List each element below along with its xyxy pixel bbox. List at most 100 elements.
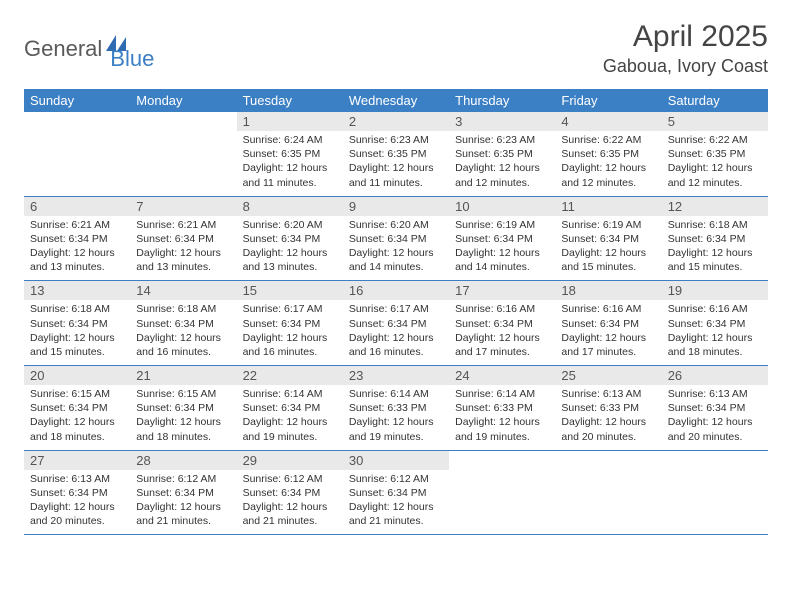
sunrise-text: Sunrise: 6:15 AM: [30, 387, 124, 401]
day-number-row: 13141516171819: [24, 281, 768, 301]
daylight-text: Daylight: 12 hours and 11 minutes.: [349, 161, 443, 189]
day-content-cell: Sunrise: 6:21 AMSunset: 6:34 PMDaylight:…: [24, 216, 130, 281]
sunset-text: Sunset: 6:34 PM: [668, 401, 762, 415]
day-content-cell: Sunrise: 6:23 AMSunset: 6:35 PMDaylight:…: [343, 131, 449, 196]
sunset-text: Sunset: 6:34 PM: [136, 317, 230, 331]
day-content-cell: [130, 131, 236, 196]
day-number-cell: 26: [662, 366, 768, 386]
day-number-cell: 12: [662, 196, 768, 216]
day-number-cell: 15: [237, 281, 343, 301]
sunset-text: Sunset: 6:34 PM: [561, 317, 655, 331]
sunset-text: Sunset: 6:34 PM: [30, 232, 124, 246]
sunset-text: Sunset: 6:35 PM: [243, 147, 337, 161]
day-number-cell: 20: [24, 366, 130, 386]
day-content-cell: [555, 470, 661, 535]
day-number-cell: [130, 112, 236, 131]
day-content-cell: Sunrise: 6:15 AMSunset: 6:34 PMDaylight:…: [130, 385, 236, 450]
day-content-cell: Sunrise: 6:18 AMSunset: 6:34 PMDaylight:…: [24, 300, 130, 365]
sunset-text: Sunset: 6:33 PM: [455, 401, 549, 415]
daylight-text: Daylight: 12 hours and 20 minutes.: [561, 415, 655, 443]
sunset-text: Sunset: 6:35 PM: [455, 147, 549, 161]
sunrise-text: Sunrise: 6:19 AM: [561, 218, 655, 232]
sunset-text: Sunset: 6:34 PM: [349, 232, 443, 246]
daylight-text: Daylight: 12 hours and 21 minutes.: [349, 500, 443, 528]
day-number-cell: 25: [555, 366, 661, 386]
sunrise-text: Sunrise: 6:13 AM: [561, 387, 655, 401]
sunrise-text: Sunrise: 6:17 AM: [349, 302, 443, 316]
day-content-cell: Sunrise: 6:14 AMSunset: 6:33 PMDaylight:…: [449, 385, 555, 450]
weekday-header: Thursday: [449, 89, 555, 112]
sunrise-text: Sunrise: 6:20 AM: [349, 218, 443, 232]
day-content-cell: Sunrise: 6:23 AMSunset: 6:35 PMDaylight:…: [449, 131, 555, 196]
sunset-text: Sunset: 6:34 PM: [349, 317, 443, 331]
sunrise-text: Sunrise: 6:21 AM: [30, 218, 124, 232]
sunset-text: Sunset: 6:34 PM: [136, 401, 230, 415]
daylight-text: Daylight: 12 hours and 21 minutes.: [136, 500, 230, 528]
day-number-row: 20212223242526: [24, 366, 768, 386]
day-number-cell: 21: [130, 366, 236, 386]
sunset-text: Sunset: 6:34 PM: [30, 486, 124, 500]
day-number-cell: 5: [662, 112, 768, 131]
daylight-text: Daylight: 12 hours and 15 minutes.: [668, 246, 762, 274]
sunset-text: Sunset: 6:34 PM: [668, 232, 762, 246]
day-number-cell: 1: [237, 112, 343, 131]
day-number-cell: [662, 450, 768, 470]
day-content-cell: Sunrise: 6:15 AMSunset: 6:34 PMDaylight:…: [24, 385, 130, 450]
sunset-text: Sunset: 6:35 PM: [349, 147, 443, 161]
daylight-text: Daylight: 12 hours and 16 minutes.: [349, 331, 443, 359]
weekday-header: Monday: [130, 89, 236, 112]
page-title: April 2025: [603, 20, 768, 54]
daylight-text: Daylight: 12 hours and 21 minutes.: [243, 500, 337, 528]
sunrise-text: Sunrise: 6:15 AM: [136, 387, 230, 401]
sunrise-text: Sunrise: 6:16 AM: [668, 302, 762, 316]
daylight-text: Daylight: 12 hours and 18 minutes.: [30, 415, 124, 443]
sunrise-text: Sunrise: 6:13 AM: [668, 387, 762, 401]
sunrise-text: Sunrise: 6:13 AM: [30, 472, 124, 486]
day-number-cell: 29: [237, 450, 343, 470]
day-content-cell: Sunrise: 6:12 AMSunset: 6:34 PMDaylight:…: [130, 470, 236, 535]
logo-text-general: General: [24, 36, 102, 62]
day-number-cell: 24: [449, 366, 555, 386]
day-number-cell: 2: [343, 112, 449, 131]
day-number-cell: 3: [449, 112, 555, 131]
day-number-cell: 11: [555, 196, 661, 216]
day-content-cell: Sunrise: 6:14 AMSunset: 6:33 PMDaylight:…: [343, 385, 449, 450]
sunset-text: Sunset: 6:34 PM: [136, 486, 230, 500]
day-content-row: Sunrise: 6:18 AMSunset: 6:34 PMDaylight:…: [24, 300, 768, 365]
day-content-cell: Sunrise: 6:18 AMSunset: 6:34 PMDaylight:…: [662, 216, 768, 281]
daylight-text: Daylight: 12 hours and 19 minutes.: [243, 415, 337, 443]
day-content-row: Sunrise: 6:21 AMSunset: 6:34 PMDaylight:…: [24, 216, 768, 281]
day-content-cell: Sunrise: 6:20 AMSunset: 6:34 PMDaylight:…: [343, 216, 449, 281]
sunset-text: Sunset: 6:34 PM: [30, 401, 124, 415]
sunrise-text: Sunrise: 6:18 AM: [136, 302, 230, 316]
daylight-text: Daylight: 12 hours and 11 minutes.: [243, 161, 337, 189]
day-number-row: 12345: [24, 112, 768, 131]
day-number-cell: [555, 450, 661, 470]
day-number-cell: 4: [555, 112, 661, 131]
day-content-cell: Sunrise: 6:22 AMSunset: 6:35 PMDaylight:…: [662, 131, 768, 196]
day-number-cell: 7: [130, 196, 236, 216]
calendar-table: SundayMondayTuesdayWednesdayThursdayFrid…: [24, 89, 768, 535]
day-content-cell: Sunrise: 6:13 AMSunset: 6:33 PMDaylight:…: [555, 385, 661, 450]
sunset-text: Sunset: 6:33 PM: [349, 401, 443, 415]
sunset-text: Sunset: 6:35 PM: [668, 147, 762, 161]
sunset-text: Sunset: 6:34 PM: [243, 317, 337, 331]
sunset-text: Sunset: 6:34 PM: [30, 317, 124, 331]
daylight-text: Daylight: 12 hours and 17 minutes.: [561, 331, 655, 359]
sunset-text: Sunset: 6:34 PM: [243, 401, 337, 415]
weekday-header-row: SundayMondayTuesdayWednesdayThursdayFrid…: [24, 89, 768, 112]
sunrise-text: Sunrise: 6:14 AM: [349, 387, 443, 401]
day-number-cell: 9: [343, 196, 449, 216]
sunrise-text: Sunrise: 6:16 AM: [455, 302, 549, 316]
day-number-cell: 17: [449, 281, 555, 301]
day-number-cell: 10: [449, 196, 555, 216]
sunrise-text: Sunrise: 6:21 AM: [136, 218, 230, 232]
sunrise-text: Sunrise: 6:18 AM: [30, 302, 124, 316]
day-content-cell: Sunrise: 6:18 AMSunset: 6:34 PMDaylight:…: [130, 300, 236, 365]
weekday-header: Friday: [555, 89, 661, 112]
day-content-cell: Sunrise: 6:21 AMSunset: 6:34 PMDaylight:…: [130, 216, 236, 281]
sunrise-text: Sunrise: 6:12 AM: [136, 472, 230, 486]
day-content-cell: [24, 131, 130, 196]
day-content-cell: Sunrise: 6:22 AMSunset: 6:35 PMDaylight:…: [555, 131, 661, 196]
weekday-header: Wednesday: [343, 89, 449, 112]
